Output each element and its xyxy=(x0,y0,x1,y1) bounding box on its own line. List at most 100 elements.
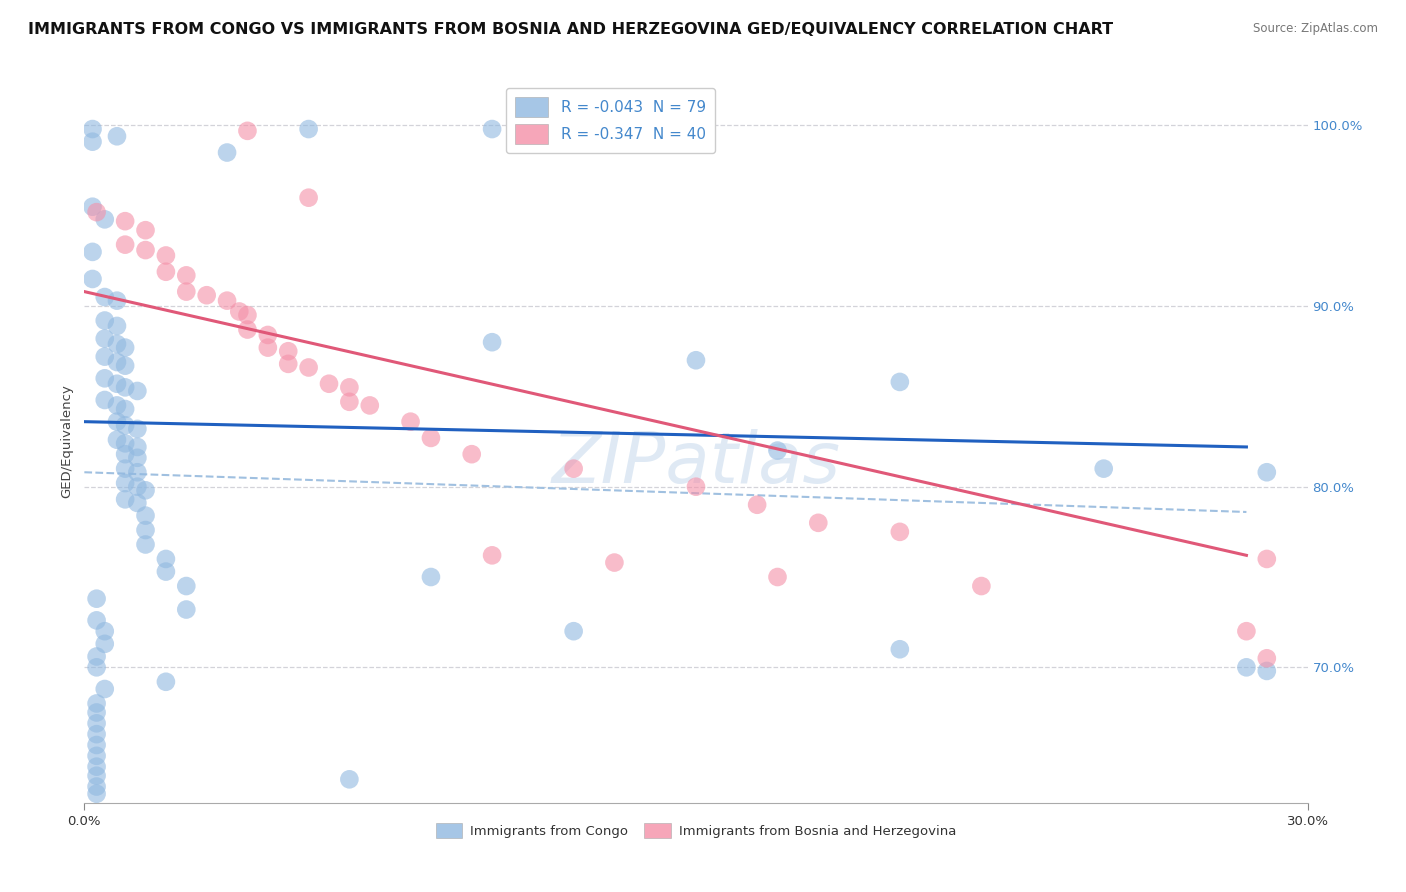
Point xyxy=(1256,651,1278,665)
Point xyxy=(105,293,128,308)
Point xyxy=(1256,552,1278,566)
Point xyxy=(105,318,128,333)
Point xyxy=(420,431,443,445)
Point xyxy=(155,265,177,279)
Point xyxy=(1236,660,1258,674)
Point xyxy=(685,480,707,494)
Point xyxy=(93,681,115,696)
Point xyxy=(1256,664,1278,678)
Point xyxy=(86,660,108,674)
Point xyxy=(481,122,503,136)
Point xyxy=(970,579,993,593)
Point xyxy=(766,443,789,458)
Point xyxy=(114,380,136,394)
Point xyxy=(82,272,104,286)
Point xyxy=(298,122,321,136)
Point xyxy=(86,591,108,606)
Point xyxy=(359,398,381,412)
Point xyxy=(127,450,149,465)
Point xyxy=(298,191,321,205)
Point xyxy=(105,337,128,351)
Point xyxy=(236,308,259,322)
Point xyxy=(747,498,769,512)
Point xyxy=(236,124,259,138)
Point xyxy=(86,727,108,741)
Point xyxy=(86,613,108,627)
Point xyxy=(127,384,149,398)
Point xyxy=(82,244,104,259)
Point xyxy=(114,447,136,461)
Point xyxy=(236,322,259,336)
Point xyxy=(127,422,149,436)
Point xyxy=(1092,461,1115,475)
Point xyxy=(93,290,115,304)
Point xyxy=(127,440,149,454)
Point xyxy=(105,398,128,412)
Point xyxy=(889,524,911,539)
Point xyxy=(1256,465,1278,479)
Point xyxy=(86,649,108,664)
Point xyxy=(1236,624,1258,639)
Point xyxy=(195,288,218,302)
Point xyxy=(114,402,136,417)
Point xyxy=(889,375,911,389)
Point xyxy=(135,537,157,551)
Text: ZIPatlas: ZIPatlas xyxy=(551,429,841,498)
Point xyxy=(93,624,115,639)
Point xyxy=(93,332,115,346)
Point xyxy=(105,433,128,447)
Point xyxy=(114,436,136,450)
Point xyxy=(277,344,299,359)
Point xyxy=(318,376,340,391)
Point xyxy=(93,371,115,385)
Point xyxy=(105,376,128,391)
Y-axis label: GED/Equivalency: GED/Equivalency xyxy=(60,384,73,499)
Point xyxy=(135,223,157,237)
Point xyxy=(114,359,136,373)
Point xyxy=(481,335,503,350)
Text: IMMIGRANTS FROM CONGO VS IMMIGRANTS FROM BOSNIA AND HERZEGOVINA GED/EQUIVALENCY : IMMIGRANTS FROM CONGO VS IMMIGRANTS FROM… xyxy=(28,22,1114,37)
Point xyxy=(339,772,361,787)
Point xyxy=(86,697,108,711)
Text: Source: ZipAtlas.com: Source: ZipAtlas.com xyxy=(1253,22,1378,36)
Point xyxy=(86,706,108,720)
Point xyxy=(86,787,108,801)
Point xyxy=(135,508,157,523)
Point xyxy=(766,570,789,584)
Point xyxy=(217,293,239,308)
Point xyxy=(82,122,104,136)
Point xyxy=(86,205,108,219)
Legend: Immigrants from Congo, Immigrants from Bosnia and Herzegovina: Immigrants from Congo, Immigrants from B… xyxy=(430,817,962,843)
Point xyxy=(174,602,197,616)
Point xyxy=(127,465,149,479)
Point xyxy=(135,523,157,537)
Point xyxy=(228,304,250,318)
Point xyxy=(114,461,136,475)
Point xyxy=(420,570,443,584)
Point xyxy=(135,243,157,257)
Point xyxy=(114,237,136,252)
Point xyxy=(86,759,108,773)
Point xyxy=(277,357,299,371)
Point xyxy=(399,415,422,429)
Point xyxy=(155,674,177,689)
Point xyxy=(93,350,115,364)
Point xyxy=(93,392,115,407)
Point xyxy=(339,394,361,409)
Point xyxy=(644,122,666,136)
Point xyxy=(339,380,361,394)
Point xyxy=(155,565,177,579)
Point xyxy=(174,285,197,299)
Point xyxy=(82,200,104,214)
Point xyxy=(217,145,239,160)
Point xyxy=(481,549,503,563)
Point xyxy=(562,624,585,639)
Point xyxy=(114,418,136,433)
Point xyxy=(127,480,149,494)
Point xyxy=(889,642,911,657)
Point xyxy=(155,248,177,262)
Point xyxy=(86,716,108,731)
Point xyxy=(105,355,128,369)
Point xyxy=(155,552,177,566)
Point xyxy=(93,313,115,327)
